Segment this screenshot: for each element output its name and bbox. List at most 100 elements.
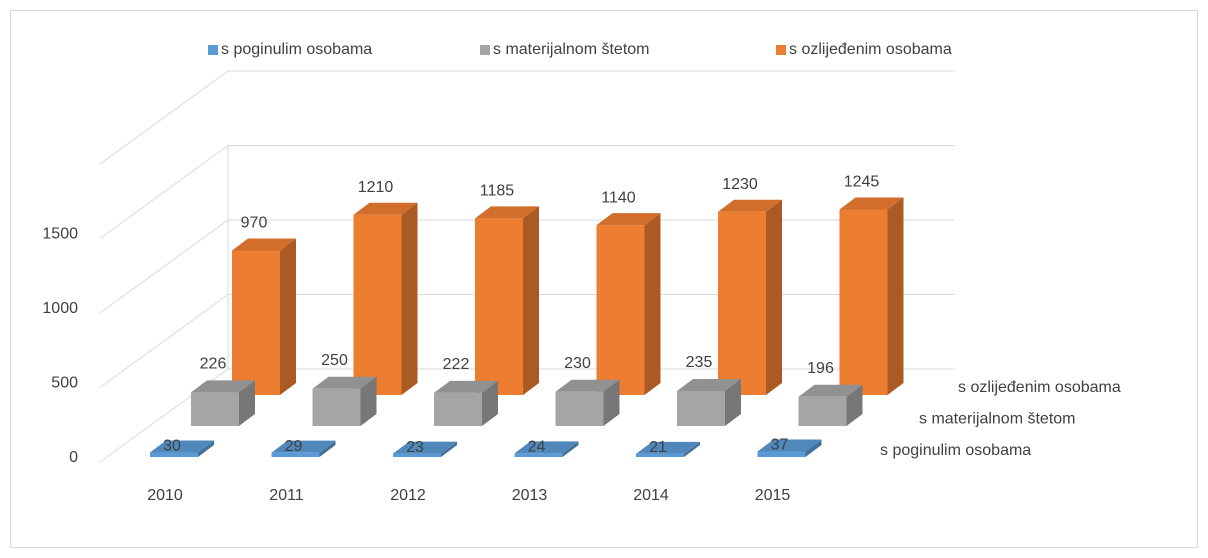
data-label: 196 <box>807 360 834 377</box>
bar-side <box>239 380 255 426</box>
data-label: 30 <box>163 438 181 455</box>
y-tick-label: 0 <box>69 449 78 466</box>
data-label: 23 <box>406 439 424 456</box>
bar-front <box>718 211 766 395</box>
data-label: 29 <box>285 438 303 455</box>
bar-front <box>312 388 361 426</box>
bar <box>555 379 620 426</box>
bar <box>718 199 782 395</box>
bar-front <box>232 250 280 395</box>
data-label: 21 <box>649 439 667 456</box>
bar <box>191 380 255 426</box>
data-label: 1245 <box>844 174 880 191</box>
bar <box>150 440 214 457</box>
bar-side <box>887 197 904 395</box>
bar-top <box>718 199 782 212</box>
data-label: 1140 <box>601 189 636 206</box>
bar-front <box>434 392 482 426</box>
bar-front <box>393 453 441 457</box>
grid-line <box>99 219 229 314</box>
bar-front <box>514 453 563 457</box>
bar-top <box>312 376 377 389</box>
bar-top <box>514 441 579 454</box>
legend-label: s materijalnom štetom <box>493 41 650 58</box>
series-axis-label: s ozlijeđenim osobama <box>958 379 1121 396</box>
bar-top <box>353 202 418 215</box>
bar-front <box>353 214 402 395</box>
y-tick-label: 1000 <box>42 300 78 317</box>
y-tick-label: 1500 <box>42 226 78 243</box>
bar <box>232 238 296 395</box>
legend-label: s poginulim osobama <box>221 41 372 58</box>
bar-top <box>636 441 700 454</box>
series-axis-label: s materijalnom štetom <box>919 411 1076 428</box>
x-tick-label: 2014 <box>633 487 669 504</box>
bar-side <box>401 202 418 395</box>
bar-side <box>725 378 741 426</box>
data-label: 235 <box>686 354 713 371</box>
bar-front <box>555 391 604 426</box>
data-label: 24 <box>528 439 546 456</box>
data-label: 1230 <box>722 176 758 193</box>
bar-front <box>839 209 888 395</box>
bar-front <box>475 218 523 395</box>
legend-swatch <box>776 45 786 55</box>
data-label: 37 <box>771 437 789 454</box>
series-axis-label: s poginulim osobama <box>880 442 1031 459</box>
bar <box>839 197 904 395</box>
bar-side <box>603 379 620 426</box>
bar-side <box>684 441 700 457</box>
bar-front <box>798 396 847 426</box>
bar-side <box>766 199 782 395</box>
x-tick-label: 2015 <box>755 487 791 504</box>
bar-front <box>271 452 320 457</box>
legend-swatch <box>208 45 218 55</box>
data-label: 1210 <box>358 179 394 196</box>
bar-side <box>280 238 296 395</box>
bar-top <box>271 440 336 453</box>
x-tick-label: 2013 <box>512 487 548 504</box>
y-tick-label: 500 <box>51 375 78 392</box>
bar-top <box>596 213 661 226</box>
bar-front <box>636 453 684 457</box>
bar-front <box>757 451 806 457</box>
bar <box>312 376 377 426</box>
data-label: 250 <box>321 352 348 369</box>
bar <box>353 202 418 395</box>
bar-top <box>232 238 296 251</box>
x-tick-label: 2011 <box>269 487 304 504</box>
bar-side <box>644 213 661 395</box>
bar <box>596 213 661 395</box>
legend-label: s ozlijeđenim osobama <box>789 41 952 58</box>
data-label: 1185 <box>480 183 515 200</box>
bar-side <box>846 384 863 426</box>
bar-top <box>798 384 863 397</box>
bar-side <box>805 439 822 457</box>
bar-top <box>150 440 214 453</box>
x-tick-label: 2012 <box>390 487 426 504</box>
bar-side <box>523 206 539 395</box>
bar-top <box>757 439 822 452</box>
grid-line <box>99 145 229 239</box>
bar <box>514 441 579 457</box>
bar-top <box>434 380 498 393</box>
bar-top <box>555 379 620 392</box>
bar-front <box>191 392 239 426</box>
bar <box>677 378 741 426</box>
bar-side <box>441 441 457 457</box>
data-label: 226 <box>200 356 227 373</box>
data-label: 970 <box>241 215 268 232</box>
data-label: 230 <box>564 355 591 372</box>
bar-side <box>360 376 377 426</box>
bar-top <box>191 380 255 393</box>
bar <box>798 384 863 426</box>
bar <box>475 206 539 395</box>
bar-side <box>198 440 214 457</box>
legend-swatch <box>480 45 490 55</box>
bar <box>434 380 498 426</box>
bar-side <box>319 440 336 457</box>
bar <box>636 441 700 457</box>
bar <box>757 439 822 457</box>
bar <box>393 441 457 457</box>
